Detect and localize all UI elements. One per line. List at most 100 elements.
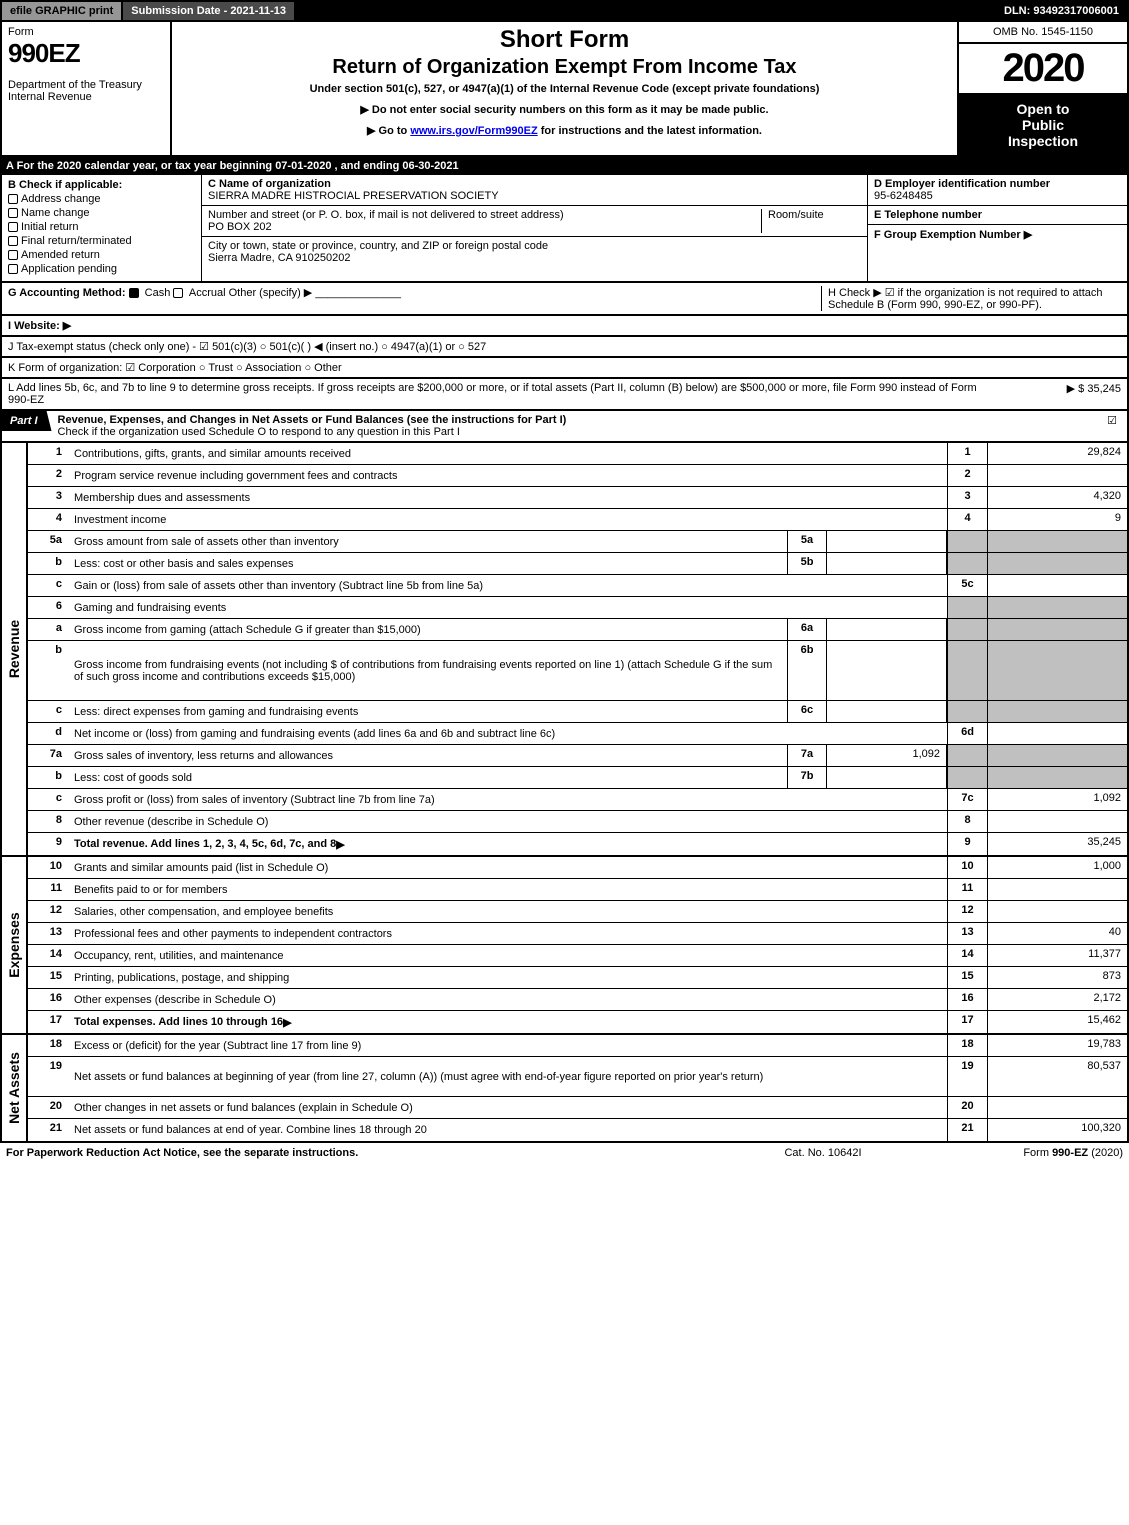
telephone-label: E Telephone number (874, 209, 1121, 221)
dln-label: DLN: 93492317006001 (996, 2, 1127, 20)
chk-final-return[interactable]: Final return/terminated (8, 235, 195, 247)
instruction-ssn: ▶ Do not enter social security numbers o… (178, 103, 951, 116)
section-l-amount: ▶ $ 35,245 (981, 382, 1121, 406)
goto-post: for instructions and the latest informat… (538, 125, 762, 137)
part-1-label: Part I (2, 411, 52, 431)
line-1: 1 Contributions, gifts, grants, and simi… (28, 443, 1127, 465)
line-15: 15 Printing, publications, postage, and … (28, 967, 1127, 989)
website-label: I Website: ▶ (8, 319, 71, 332)
line-5b: b Less: cost or other basis and sales ex… (28, 553, 1127, 575)
addr-value: PO BOX 202 (208, 221, 761, 233)
line-12: 12 Salaries, other compensation, and emp… (28, 901, 1127, 923)
revenue-section: Revenue 1 Contributions, gifts, grants, … (0, 443, 1129, 857)
line-5c: c Gain or (loss) from sale of assets oth… (28, 575, 1127, 597)
form-label: Form (8, 26, 164, 38)
section-l-text: L Add lines 5b, 6c, and 7b to line 9 to … (8, 382, 981, 406)
line-3: 3 Membership dues and assessments 3 4,32… (28, 487, 1127, 509)
section-l: L Add lines 5b, 6c, and 7b to line 9 to … (0, 379, 1129, 411)
expenses-section: Expenses 10 Grants and similar amounts p… (0, 857, 1129, 1035)
line-18: 18 Excess or (deficit) for the year (Sub… (28, 1035, 1127, 1057)
line-21: 21 Net assets or fund balances at end of… (28, 1119, 1127, 1141)
top-bar: efile GRAPHIC print Submission Date - 20… (0, 0, 1129, 22)
org-name-label: C Name of organization (208, 178, 861, 190)
efile-print-label[interactable]: efile GRAPHIC print (2, 2, 123, 20)
line-5a: 5a Gross amount from sale of assets othe… (28, 531, 1127, 553)
dept-treasury: Department of the Treasury (8, 79, 164, 91)
org-name: SIERRA MADRE HISTROCIAL PRESERVATION SOC… (208, 190, 861, 202)
section-b: B Check if applicable: Address change Na… (2, 175, 202, 281)
return-title: Return of Organization Exempt From Incom… (178, 56, 951, 79)
expenses-side-label: Expenses (2, 857, 28, 1033)
ein-label: D Employer identification number (874, 178, 1121, 190)
dept-irs: Internal Revenue (8, 91, 164, 103)
chk-amended[interactable]: Amended return (8, 249, 195, 261)
tax-year: 2020 (959, 44, 1127, 95)
open-to-public: Open to Public Inspection (959, 95, 1127, 155)
line-6b: b Gross income from fundraising events (… (28, 641, 1127, 701)
header-center: Short Form Return of Organization Exempt… (172, 22, 957, 155)
section-k: K Form of organization: ☑ Corporation ○ … (0, 358, 1129, 379)
form-header: Form 990EZ Department of the Treasury In… (0, 22, 1129, 157)
top-spacer (296, 2, 996, 20)
section-j: J Tax-exempt status (check only one) - ☑… (0, 337, 1129, 358)
irs-link[interactable]: www.irs.gov/Form990EZ (410, 125, 537, 137)
part-1-title: Revenue, Expenses, and Changes in Net As… (52, 411, 1097, 441)
line-7a: 7a Gross sales of inventory, less return… (28, 745, 1127, 767)
line-13: 13 Professional fees and other payments … (28, 923, 1127, 945)
line-a-tax-year: A For the 2020 calendar year, or tax yea… (0, 157, 1129, 175)
line-11: 11 Benefits paid to or for members 11 (28, 879, 1127, 901)
addr-label: Number and street (or P. O. box, if mail… (208, 209, 761, 221)
open-line3: Inspection (963, 133, 1123, 149)
chk-cash[interactable] (129, 288, 139, 298)
section-i: I Website: ▶ (0, 316, 1129, 337)
paperwork-notice: For Paperwork Reduction Act Notice, see … (6, 1147, 723, 1159)
open-line2: Public (963, 117, 1123, 133)
entity-section: B Check if applicable: Address change Na… (0, 175, 1129, 283)
chk-address-change[interactable]: Address change (8, 193, 195, 205)
room-suite-label: Room/suite (761, 209, 861, 233)
cat-no: Cat. No. 10642I (723, 1147, 923, 1159)
section-def: D Employer identification number 95-6248… (867, 175, 1127, 281)
row-g-h: G Accounting Method: Cash Accrual Other … (0, 283, 1129, 316)
form-of-org: K Form of organization: ☑ Corporation ○ … (8, 361, 342, 374)
form-footer: Form 990-EZ (2020) (923, 1147, 1123, 1159)
revenue-side-label: Revenue (2, 443, 28, 855)
chk-initial-return[interactable]: Initial return (8, 221, 195, 233)
line-7b: b Less: cost of goods sold 7b (28, 767, 1127, 789)
line-16: 16 Other expenses (describe in Schedule … (28, 989, 1127, 1011)
omb-number: OMB No. 1545-1150 (959, 22, 1127, 44)
line-6c: c Less: direct expenses from gaming and … (28, 701, 1127, 723)
line-6a: a Gross income from gaming (attach Sched… (28, 619, 1127, 641)
goto-pre: ▶ Go to (367, 125, 410, 137)
header-right: OMB No. 1545-1150 2020 Open to Public In… (957, 22, 1127, 155)
chk-name-change[interactable]: Name change (8, 207, 195, 219)
section-h: H Check ▶ ☑ if the organization is not r… (821, 286, 1121, 311)
section-g: G Accounting Method: Cash Accrual Other … (8, 286, 821, 311)
chk-application-pending[interactable]: Application pending (8, 263, 195, 275)
submission-date-label: Submission Date - 2021-11-13 (123, 2, 296, 20)
line-2: 2 Program service revenue including gove… (28, 465, 1127, 487)
form-number: 990EZ (8, 38, 164, 69)
chk-accrual[interactable] (173, 288, 183, 298)
line-9: 9 Total revenue. Add lines 1, 2, 3, 4, 5… (28, 833, 1127, 855)
accounting-label: G Accounting Method: (8, 287, 126, 299)
tax-exempt-status: J Tax-exempt status (check only one) - ☑… (8, 340, 486, 353)
ein-value: 95-6248485 (874, 190, 1121, 202)
line-6d: d Net income or (loss) from gaming and f… (28, 723, 1127, 745)
group-exemption-label: F Group Exemption Number ▶ (874, 228, 1121, 241)
line-4: 4 Investment income 4 9 (28, 509, 1127, 531)
line-7c: c Gross profit or (loss) from sales of i… (28, 789, 1127, 811)
netassets-section: Net Assets 18 Excess or (deficit) for th… (0, 1035, 1129, 1143)
part-1-checkbox[interactable]: ☑ (1097, 411, 1127, 430)
footer: For Paperwork Reduction Act Notice, see … (0, 1143, 1129, 1163)
header-left: Form 990EZ Department of the Treasury In… (2, 22, 172, 155)
city-value: Sierra Madre, CA 910250202 (208, 252, 861, 264)
line-10: 10 Grants and similar amounts paid (list… (28, 857, 1127, 879)
line-20: 20 Other changes in net assets or fund b… (28, 1097, 1127, 1119)
section-b-title: B Check if applicable: (8, 179, 195, 191)
line-14: 14 Occupancy, rent, utilities, and maint… (28, 945, 1127, 967)
part-1-header: Part I Revenue, Expenses, and Changes in… (0, 411, 1129, 443)
netassets-side-label: Net Assets (2, 1035, 28, 1141)
line-6: 6 Gaming and fundraising events (28, 597, 1127, 619)
instruction-goto: ▶ Go to www.irs.gov/Form990EZ for instru… (178, 124, 951, 137)
